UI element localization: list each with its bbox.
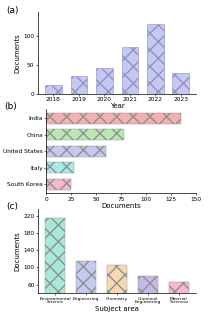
Bar	[71, 76, 87, 94]
Bar	[147, 24, 164, 94]
Bar	[46, 113, 181, 124]
Bar	[46, 179, 71, 190]
Bar	[45, 218, 65, 310]
Bar	[107, 265, 127, 310]
Bar	[46, 163, 74, 173]
Text: (a): (a)	[6, 6, 19, 15]
X-axis label: Subject area: Subject area	[95, 306, 139, 312]
Bar	[138, 276, 158, 310]
X-axis label: Documents: Documents	[101, 203, 141, 209]
Text: (b): (b)	[4, 102, 17, 111]
Bar	[122, 47, 138, 94]
Bar	[169, 282, 189, 310]
Bar	[172, 73, 189, 94]
Bar	[76, 261, 96, 310]
X-axis label: Year: Year	[110, 104, 124, 110]
Bar	[45, 85, 62, 94]
Bar	[46, 146, 106, 157]
Y-axis label: Documents: Documents	[15, 33, 21, 73]
Bar	[96, 67, 113, 94]
Text: (c): (c)	[6, 202, 18, 211]
Bar	[46, 129, 124, 140]
Y-axis label: Documents: Documents	[15, 231, 20, 271]
